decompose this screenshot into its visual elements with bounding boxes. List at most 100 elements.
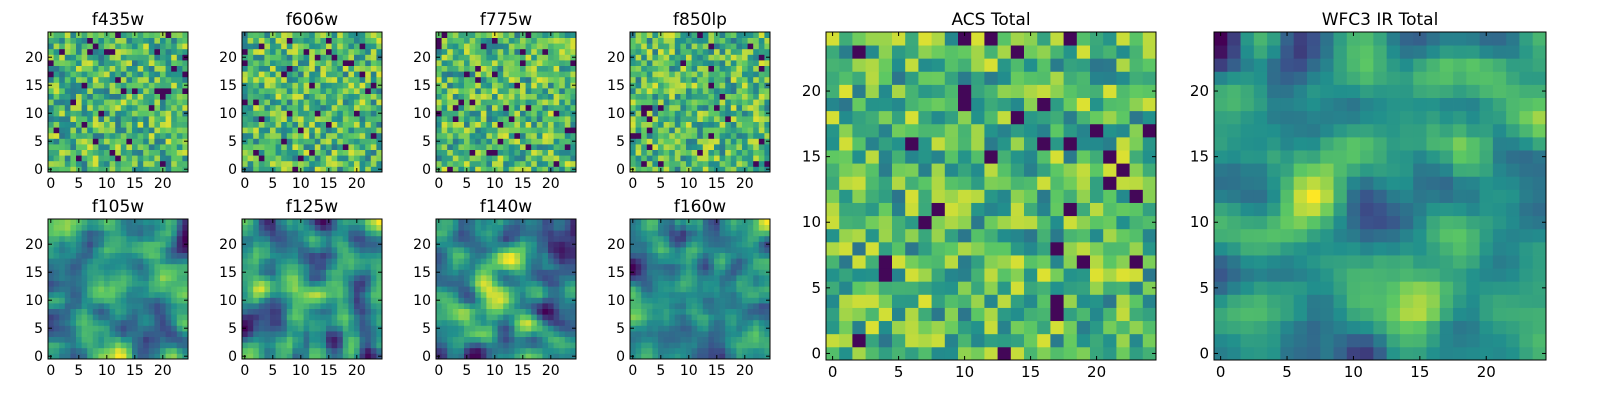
heatmap-cell <box>342 166 349 173</box>
x-tick-label: 0 <box>46 363 55 379</box>
heatmap-cell <box>753 331 760 337</box>
heatmap-cell <box>536 258 543 265</box>
heatmap-cell <box>281 319 288 326</box>
heatmap-cell <box>281 219 288 225</box>
heatmap-cell <box>354 314 360 321</box>
heatmap-cell <box>53 76 60 83</box>
heatmap-cell <box>247 99 254 106</box>
heatmap-cell <box>658 160 664 167</box>
heatmap-cell <box>143 230 150 237</box>
heatmap-cell <box>708 121 715 128</box>
heatmap-cell <box>680 286 687 293</box>
heatmap-cell <box>154 308 161 315</box>
heatmap-cell <box>53 37 60 44</box>
heatmap-cell <box>564 155 571 162</box>
heatmap-cell <box>292 155 299 162</box>
heatmap-cell <box>337 303 344 309</box>
heatmap-cell <box>98 43 105 50</box>
heatmap-cell <box>447 48 454 55</box>
heatmap-cell <box>508 116 515 122</box>
heatmap-cell <box>331 325 338 332</box>
heatmap-cell <box>525 319 532 326</box>
heatmap-cell <box>564 160 571 167</box>
heatmap-cell <box>286 269 293 276</box>
heatmap-cell <box>137 286 144 293</box>
heatmap-cell <box>531 155 538 162</box>
heatmap-cell <box>59 37 66 44</box>
heatmap-cell <box>320 342 327 349</box>
heatmap-cell <box>87 325 94 332</box>
heatmap-cell <box>154 93 161 100</box>
heatmap-cell <box>359 99 366 106</box>
heatmap-cell <box>725 121 732 128</box>
heatmap-cell <box>452 252 459 259</box>
heatmap-cell <box>747 121 754 128</box>
heatmap-cell <box>126 104 133 111</box>
heatmap-cell <box>320 241 327 248</box>
heatmap-cell <box>354 275 360 281</box>
heatmap-cell <box>469 99 476 106</box>
heatmap-cell <box>292 166 299 173</box>
heatmap-cell <box>143 93 150 100</box>
y-tick-label: 5 <box>422 321 431 337</box>
heatmap-cell <box>292 219 299 225</box>
heatmap-cell <box>475 219 482 225</box>
heatmap-cell <box>458 76 465 83</box>
heatmap-cell <box>475 99 482 106</box>
heatmap-cell <box>314 308 321 315</box>
heatmap-cell <box>536 235 543 242</box>
heatmap-cell <box>553 235 560 242</box>
x-tick-label: 20 <box>154 176 172 192</box>
heatmap-cell <box>258 76 265 83</box>
heatmap-cell <box>48 127 54 134</box>
heatmap-cell <box>264 82 271 89</box>
heatmap-cell <box>452 76 459 83</box>
heatmap-cell <box>298 71 304 78</box>
heatmap-cell <box>536 76 543 83</box>
heatmap-cell <box>59 258 66 265</box>
heatmap-cell <box>104 76 110 83</box>
heatmap-cell <box>303 314 310 321</box>
heatmap-cell <box>132 149 138 156</box>
heatmap-cell <box>708 319 715 326</box>
heatmap-cell <box>120 258 127 265</box>
heatmap-cell <box>702 37 709 44</box>
heatmap-cell <box>564 104 571 111</box>
heatmap-cell <box>652 60 659 66</box>
heatmap-cell <box>548 54 554 61</box>
heatmap-cell <box>719 314 726 321</box>
heatmap-cell <box>548 258 554 265</box>
heatmap-cell <box>326 241 332 248</box>
heatmap-cell <box>242 286 248 293</box>
heatmap-cell <box>635 32 642 38</box>
heatmap-cell <box>725 32 732 38</box>
heatmap-cell <box>258 121 265 128</box>
heatmap-cell <box>281 241 288 248</box>
heatmap-cell <box>458 353 465 360</box>
heatmap-cell <box>337 60 344 66</box>
heatmap-cell <box>92 82 99 89</box>
heatmap-cell <box>303 319 310 326</box>
heatmap-cell <box>303 43 310 50</box>
heatmap-cell <box>725 82 732 89</box>
heatmap-cell <box>503 127 510 134</box>
heatmap-cell <box>480 314 487 321</box>
heatmap-cell <box>126 269 133 276</box>
heatmap-cell <box>270 99 276 106</box>
heatmap-cell <box>452 269 459 276</box>
heatmap-cell <box>253 149 260 156</box>
heatmap-cell <box>635 308 642 315</box>
heatmap-cell <box>680 308 687 315</box>
heatmap-cell <box>348 82 355 89</box>
heatmap-cell <box>48 116 54 122</box>
heatmap-cell <box>702 121 709 128</box>
heatmap-cell <box>559 347 566 354</box>
heatmap-cell <box>53 230 60 237</box>
heatmap-cell <box>132 297 138 304</box>
heatmap-cell <box>469 88 476 94</box>
heatmap-cell <box>53 308 60 315</box>
heatmap-cell <box>59 219 66 225</box>
heatmap-cell <box>742 60 748 66</box>
heatmap-cell <box>314 127 321 134</box>
